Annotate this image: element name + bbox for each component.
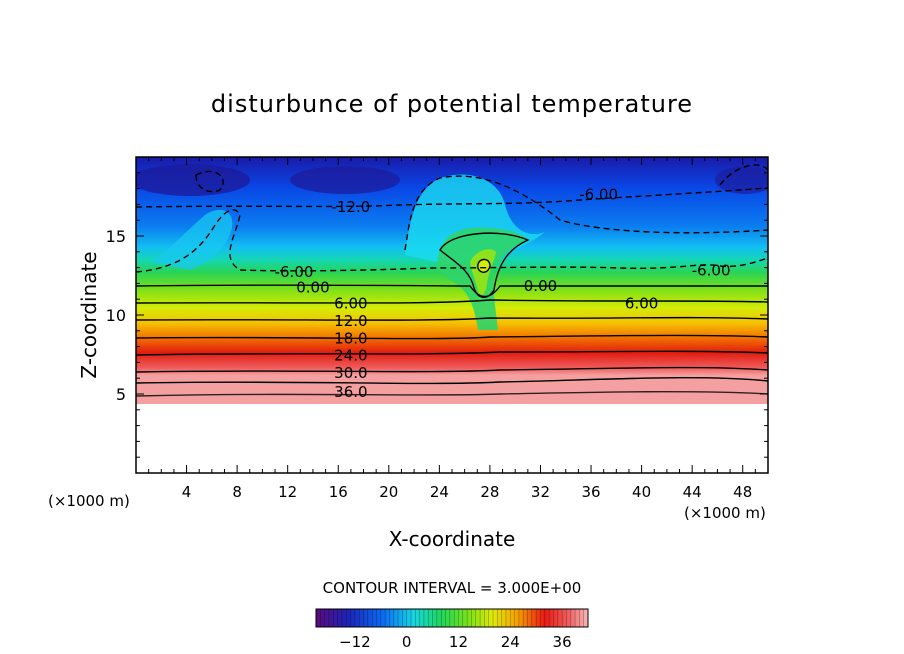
- tower-peak: [478, 260, 490, 272]
- contour-line: [136, 334, 768, 340]
- x-tick-label: 4: [182, 483, 192, 501]
- contour-line-dashed: [136, 209, 768, 273]
- x-tick-label: 16: [329, 483, 348, 501]
- x-tick-label: 40: [632, 483, 651, 501]
- colorbar-tick-label: 24: [501, 633, 520, 651]
- x-tick-label: 48: [733, 483, 752, 501]
- cold-anomaly-right: [715, 166, 768, 194]
- contour-lines: [136, 164, 768, 397]
- contour-line-dashed: [719, 164, 768, 186]
- contour-line-dashed: [195, 170, 224, 193]
- contour-line: [136, 284, 768, 298]
- cold-anomaly-left: [136, 164, 250, 196]
- cold-anomaly-mid: [290, 166, 400, 194]
- contour-label: 12.0: [334, 312, 367, 330]
- contour-line: [136, 390, 768, 397]
- contour-label: -6.00: [275, 263, 314, 281]
- contour-line-dashed: [136, 187, 768, 208]
- colorbar-tick-label: −12: [339, 633, 371, 651]
- colorbar-gradient: [315, 608, 589, 628]
- cyan-plume-left: [150, 209, 233, 270]
- x-axis-label: X-coordinate: [389, 527, 516, 551]
- x-tick-label: 24: [430, 483, 449, 501]
- contour-line-dashed: [404, 175, 768, 251]
- contour-line: [136, 376, 768, 385]
- contour-label: -6.00: [692, 261, 731, 279]
- x-tick-label: 12: [278, 483, 297, 501]
- contour-labels: -12.0-6.00-6.00 -6.000.00 0.006.00 6.0012.0…: [275, 186, 731, 402]
- contour-field: -12.0-6.00-6.00 -6.000.00 0.006.00 6.0012.0…: [136, 157, 768, 473]
- contour-line: [439, 232, 530, 298]
- x-tick-label: 8: [232, 483, 242, 501]
- y-tick-label: 10: [106, 306, 126, 325]
- x-unit-label-right: (×1000 m): [684, 504, 766, 522]
- contour-line: [136, 316, 768, 321]
- contour-line: [136, 366, 768, 373]
- contour-label: 24.0: [334, 347, 367, 365]
- contour-interval-label: CONTOUR INTERVAL = 3.000E+00: [323, 579, 582, 597]
- x-tick-label: 36: [581, 483, 600, 501]
- colorbar: −12 0 12 24 36: [315, 608, 589, 651]
- contour-label: 36.0: [334, 383, 367, 401]
- contour-label: 6.00: [625, 295, 658, 313]
- x-axis: 4 8 12 16 20 24 28 32 36 40 44 48: [148, 157, 756, 501]
- colorbar-tick-label: 0: [402, 633, 412, 651]
- contour-line: [136, 299, 768, 304]
- y-axis-label: Z-coordinate: [77, 251, 101, 378]
- contour-label: 6.00: [334, 295, 367, 313]
- contour-line: [477, 258, 491, 273]
- contour-label: -6.00: [579, 186, 618, 204]
- contour-label: 0.00: [296, 279, 329, 297]
- chart-title: disturbunce of potential temperature: [211, 90, 693, 118]
- x-tick-label: 44: [683, 483, 702, 501]
- contour-label: -12.0: [331, 198, 370, 216]
- colorbar-segments: [320, 609, 584, 627]
- colorbar-ticks: −12 0 12 24 36: [339, 633, 572, 651]
- x-unit-label-left: (×1000 m): [48, 492, 130, 510]
- colorbar-tick-label: 36: [553, 633, 572, 651]
- x-tick-label: 32: [531, 483, 550, 501]
- contour-label: 18.0: [334, 329, 367, 347]
- contour-label: 30.0: [334, 364, 367, 382]
- contour-label: 0.00: [524, 277, 557, 295]
- below-data-area: [136, 404, 768, 473]
- y-tick-label: 15: [106, 227, 126, 246]
- y-axis: 5 10 15: [106, 172, 768, 458]
- colorbar-tick-label: 12: [449, 633, 468, 651]
- x-tick-label: 28: [480, 483, 499, 501]
- contour-line: [136, 350, 768, 356]
- y-tick-label: 5: [116, 385, 126, 404]
- x-tick-label: 20: [379, 483, 398, 501]
